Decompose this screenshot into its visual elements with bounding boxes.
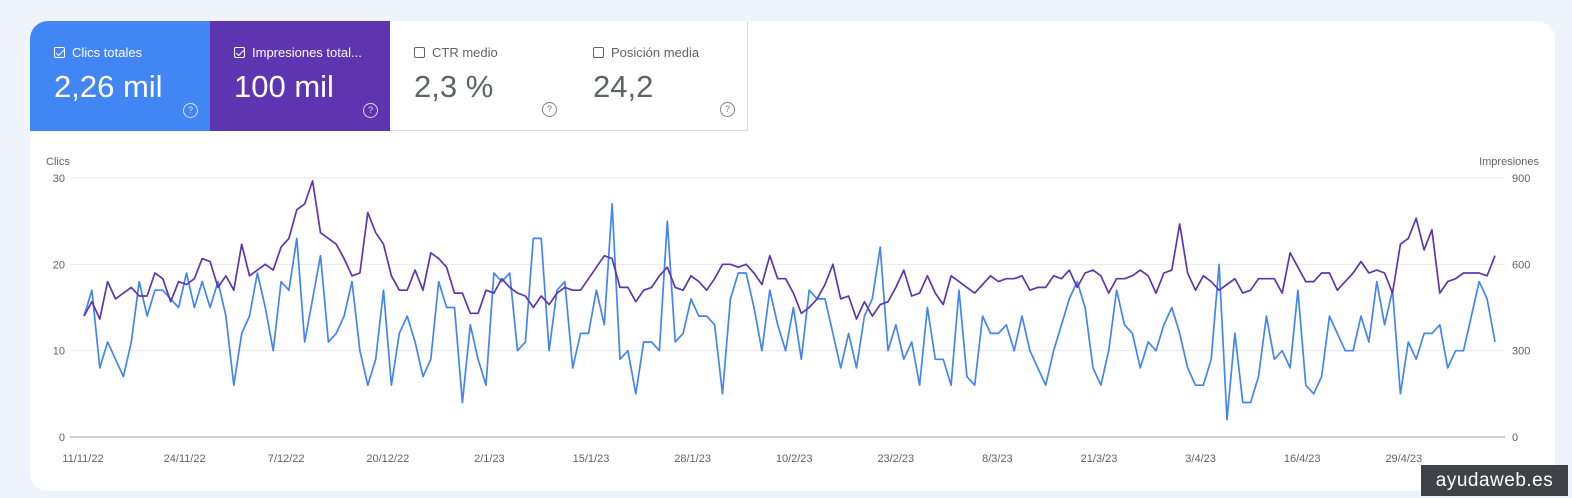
checkbox-unchecked-icon[interactable]: [593, 47, 604, 58]
x-tick-label: 15/1/23: [573, 453, 610, 465]
right-tick-label: 600: [1512, 259, 1530, 271]
x-tick-label: 23/2/23: [877, 453, 914, 465]
x-tick-label: 7/12/22: [268, 453, 305, 465]
left-tick-label: 0: [59, 432, 65, 444]
x-tick-label: 21/3/23: [1081, 453, 1118, 465]
checkbox-checked-icon[interactable]: [234, 47, 245, 58]
x-tick-label: 20/12/22: [366, 453, 409, 465]
help-icon[interactable]: ?: [542, 102, 557, 117]
metric-value: 100 mil: [234, 69, 334, 104]
help-icon[interactable]: ?: [720, 102, 735, 117]
left-tick-label: 10: [53, 346, 65, 358]
metric-value: 24,2: [593, 69, 654, 104]
x-tick-label: 29/4/23: [1385, 453, 1422, 465]
x-tick-label: 24/11/22: [164, 453, 206, 465]
left-axis-title: Clics: [46, 156, 70, 168]
series-line-impresiones: [83, 180, 1496, 320]
checkbox-checked-icon[interactable]: [54, 47, 65, 58]
performance-line-chart: Clics Impresiones0102030030060090011/11/2…: [46, 156, 1539, 465]
right-tick-label: 300: [1512, 346, 1530, 358]
metric-label: Posición media: [611, 45, 700, 60]
metric-value: 2,26 mil: [54, 69, 163, 104]
x-tick-label: 11/11/22: [62, 453, 103, 465]
metric-value: 2,3 %: [414, 69, 494, 104]
left-tick-label: 20: [53, 259, 65, 271]
x-tick-label: 16/4/23: [1284, 453, 1321, 465]
x-tick-label: 10/2/23: [776, 453, 813, 465]
metric-total-clicks[interactable]: Clics totales 2,26 mil ?: [30, 21, 210, 131]
right-tick-label: 900: [1512, 173, 1530, 185]
metric-label: CTR medio: [432, 45, 498, 60]
help-icon[interactable]: ?: [183, 103, 198, 118]
checkbox-unchecked-icon[interactable]: [414, 47, 425, 58]
left-tick-label: 30: [53, 173, 65, 185]
x-tick-label: 3/4/23: [1185, 453, 1216, 465]
x-tick-label: 8/3/23: [982, 453, 1013, 465]
series-line-clics: [83, 203, 1496, 421]
performance-card: Clics totales 2,26 mil ? Impresiones tot…: [30, 21, 1555, 491]
metric-label: Clics totales: [72, 45, 143, 60]
help-icon[interactable]: ?: [363, 103, 378, 118]
metric-total-impressions[interactable]: Impresiones total... 100 mil ?: [210, 21, 390, 131]
right-tick-label: 0: [1512, 432, 1518, 444]
right-axis-title: Impresiones: [1479, 156, 1539, 168]
x-tick-label: 2/1/23: [474, 453, 505, 465]
watermark: ayudaweb.es: [1421, 465, 1568, 496]
metric-average-position[interactable]: Posición media 24,2 ?: [569, 21, 748, 131]
x-tick-label: 28/1/23: [674, 453, 711, 465]
